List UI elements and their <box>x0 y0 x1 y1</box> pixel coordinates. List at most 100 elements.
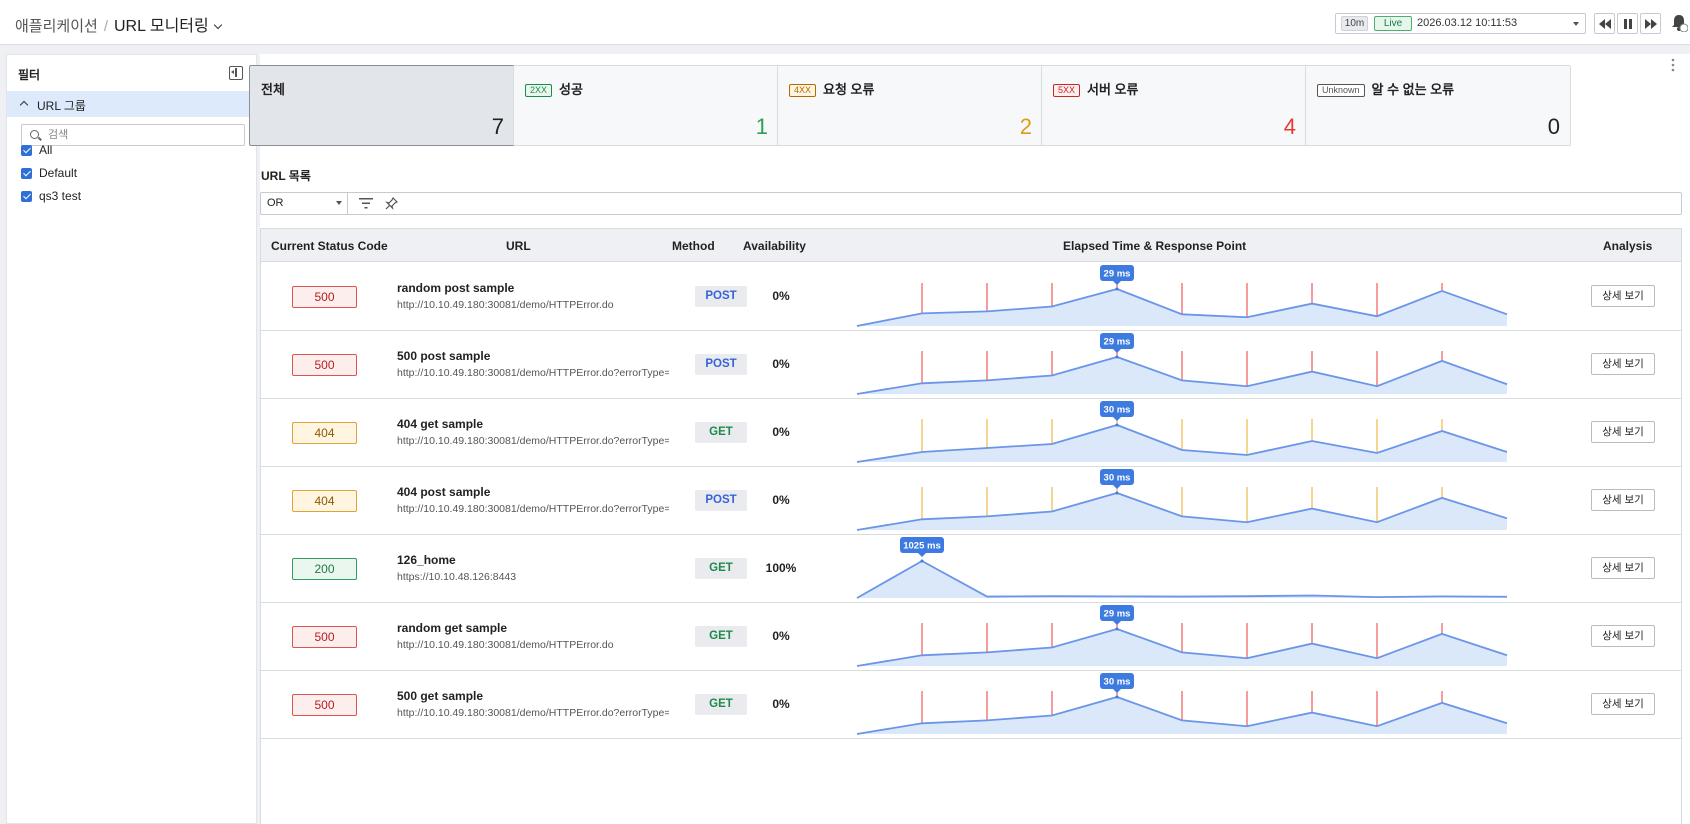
elapsed-area <box>857 629 1507 666</box>
peak-tooltip-box <box>1100 333 1134 349</box>
summary-card-unknown[interactable]: Unknown 알 수 없는 오류 0 <box>1305 65 1571 146</box>
breadcrumb-current[interactable]: URL 모니터링 <box>113 18 209 35</box>
peak-label: 1025 ms <box>903 541 941 552</box>
live-badge[interactable]: Live <box>1374 16 1412 31</box>
table-row[interactable]: 500 random post sample http://10.10.49.180… <box>261 263 1681 331</box>
peak-label: 30 ms <box>1104 405 1131 416</box>
detail-view-button[interactable]: 상세 보기 <box>1591 625 1655 647</box>
peak-point <box>1115 695 1119 699</box>
elapsed-time-chart[interactable]: 30 ms <box>856 671 1508 739</box>
bell-icon[interactable] <box>1670 14 1688 32</box>
column-header-url[interactable]: URL <box>506 239 531 253</box>
rewind-button[interactable] <box>1594 13 1615 34</box>
collapse-sidebar-icon[interactable] <box>229 66 243 80</box>
group-search-box[interactable] <box>21 124 245 146</box>
table-row[interactable]: 404 404 get sample http://10.10.49.180:300… <box>261 399 1681 467</box>
chevron-down-icon[interactable] <box>213 20 222 30</box>
table-row[interactable]: 500 500 get sample http://10.10.49.180:300… <box>261 671 1681 739</box>
filter-operator-select[interactable]: OR <box>261 193 348 214</box>
url-name[interactable]: random post sample <box>397 281 515 295</box>
elapsed-time-chart[interactable]: 29 ms <box>856 263 1508 331</box>
status-badge-unknown: Unknown <box>1317 84 1365 97</box>
time-selector[interactable]: 10m Live 2026.03.12 10:11:53 <box>1335 13 1586 34</box>
peak-tooltip: 29 ms <box>1100 333 1134 353</box>
peak-point <box>1115 627 1119 631</box>
elapsed-area <box>857 561 1507 598</box>
detail-view-button[interactable]: 상세 보기 <box>1591 693 1655 715</box>
url-name[interactable]: 500 get sample <box>397 689 484 703</box>
checkbox-checked-icon[interactable] <box>21 191 32 202</box>
url-address: http://10.10.49.180:30081/demo/HTTPError… <box>397 639 614 651</box>
summary-count: 0 <box>1547 114 1560 139</box>
peak-tooltip-box <box>1100 469 1134 485</box>
method-badge: GET <box>695 422 747 443</box>
elapsed-time-chart[interactable]: 30 ms <box>856 399 1508 467</box>
url-group-label: URL 그룹 <box>37 99 86 113</box>
pin-icon[interactable] <box>385 197 398 210</box>
url-name[interactable]: 126_home <box>397 553 456 567</box>
checkbox-checked-icon[interactable] <box>21 145 32 156</box>
peak-tooltip-pointer <box>1113 281 1121 285</box>
url-group-header[interactable]: URL 그룹 <box>7 91 256 117</box>
peak-tooltip-pointer <box>1113 689 1121 693</box>
status-code-badge: 404 <box>292 422 357 444</box>
detail-view-button[interactable]: 상세 보기 <box>1591 557 1655 579</box>
url-filter-bar[interactable]: OR <box>260 192 1682 215</box>
filter-sidebar: 필터 URL 그룹 All Default qs3 test <box>6 54 257 824</box>
column-header-method[interactable]: Method <box>672 239 715 253</box>
availability-value: 0% <box>772 425 790 439</box>
summary-card-4xx[interactable]: 4XX 요청 오류 2 <box>777 65 1043 146</box>
chevron-up-icon[interactable] <box>19 100 29 110</box>
column-header-elapsed[interactable]: Elapsed Time & Response Point <box>1063 239 1247 253</box>
url-name[interactable]: 404 get sample <box>397 417 484 431</box>
column-header-availability[interactable]: Availability <box>743 239 806 253</box>
elapsed-time-chart[interactable]: 29 ms <box>856 331 1508 399</box>
detail-view-button[interactable]: 상세 보기 <box>1591 285 1655 307</box>
detail-view-button[interactable]: 상세 보기 <box>1591 421 1655 443</box>
group-item-label: Default <box>39 166 78 180</box>
url-table: Current Status Code URL Method Availabil… <box>260 228 1682 824</box>
detail-view-button[interactable]: 상세 보기 <box>1591 353 1655 375</box>
caret-down-icon[interactable] <box>1573 22 1579 26</box>
elapsed-time-chart[interactable]: 30 ms <box>856 467 1508 535</box>
column-header-status[interactable]: Current Status Code <box>271 239 388 253</box>
elapsed-line <box>856 628 1508 667</box>
elapsed-area <box>857 357 1507 394</box>
summary-card-2xx[interactable]: 2XX 성공 1 <box>513 65 779 146</box>
checkbox-checked-icon[interactable] <box>21 168 32 179</box>
peak-tooltip: 29 ms <box>1100 605 1134 625</box>
elapsed-area <box>857 697 1507 734</box>
breadcrumb-root[interactable]: 애플리케이션 <box>15 18 98 35</box>
availability-value: 100% <box>765 561 797 575</box>
url-name[interactable]: random get sample <box>397 621 508 635</box>
more-vertical-icon[interactable] <box>1671 58 1675 72</box>
table-row[interactable]: 500 500 post sample http://10.10.49.180:30… <box>261 331 1681 399</box>
url-address: http://10.10.49.180:30081/demo/HTTPError… <box>397 299 614 311</box>
summary-card-5xx[interactable]: 5XX 서버 오류 4 <box>1041 65 1307 146</box>
peak-tooltip-box <box>1100 673 1134 689</box>
url-address: http://10.10.49.180:30081/demo/HTTPError… <box>397 367 669 379</box>
summary-label: 전체 <box>261 82 285 97</box>
table-row[interactable]: 200 126_home https://10.10.48.126:8443 GET 1… <box>261 535 1681 603</box>
method-badge: POST <box>695 354 747 375</box>
url-name[interactable]: 500 post sample <box>397 349 491 363</box>
group-item-label: qs3 test <box>39 189 82 203</box>
peak-tooltip-box <box>1100 401 1134 417</box>
column-header-analysis[interactable]: Analysis <box>1603 239 1653 253</box>
url-name[interactable]: 404 post sample <box>397 485 491 499</box>
summary-card-total[interactable]: 전체 7 <box>249 65 515 146</box>
group-search-input[interactable] <box>48 127 238 143</box>
status-badge-2xx: 2XX <box>525 84 553 97</box>
filter-icon[interactable] <box>359 198 373 209</box>
detail-view-button[interactable]: 상세 보기 <box>1591 489 1655 511</box>
elapsed-time-chart[interactable]: 1025 ms <box>856 535 1508 603</box>
table-row[interactable]: 500 random get sample http://10.10.49.180:… <box>261 603 1681 671</box>
elapsed-time-chart[interactable]: 29 ms <box>856 603 1508 671</box>
time-range-badge[interactable]: 10m <box>1341 16 1368 31</box>
fast-forward-button[interactable] <box>1640 13 1661 34</box>
table-row[interactable]: 404 404 post sample http://10.10.49.180:30… <box>261 467 1681 535</box>
url-address: http://10.10.49.180:30081/demo/HTTPError… <box>397 503 669 515</box>
summary-label: 2XX 성공 <box>525 79 583 98</box>
peak-tooltip: 1025 ms <box>900 537 944 557</box>
pause-button[interactable] <box>1617 13 1638 34</box>
